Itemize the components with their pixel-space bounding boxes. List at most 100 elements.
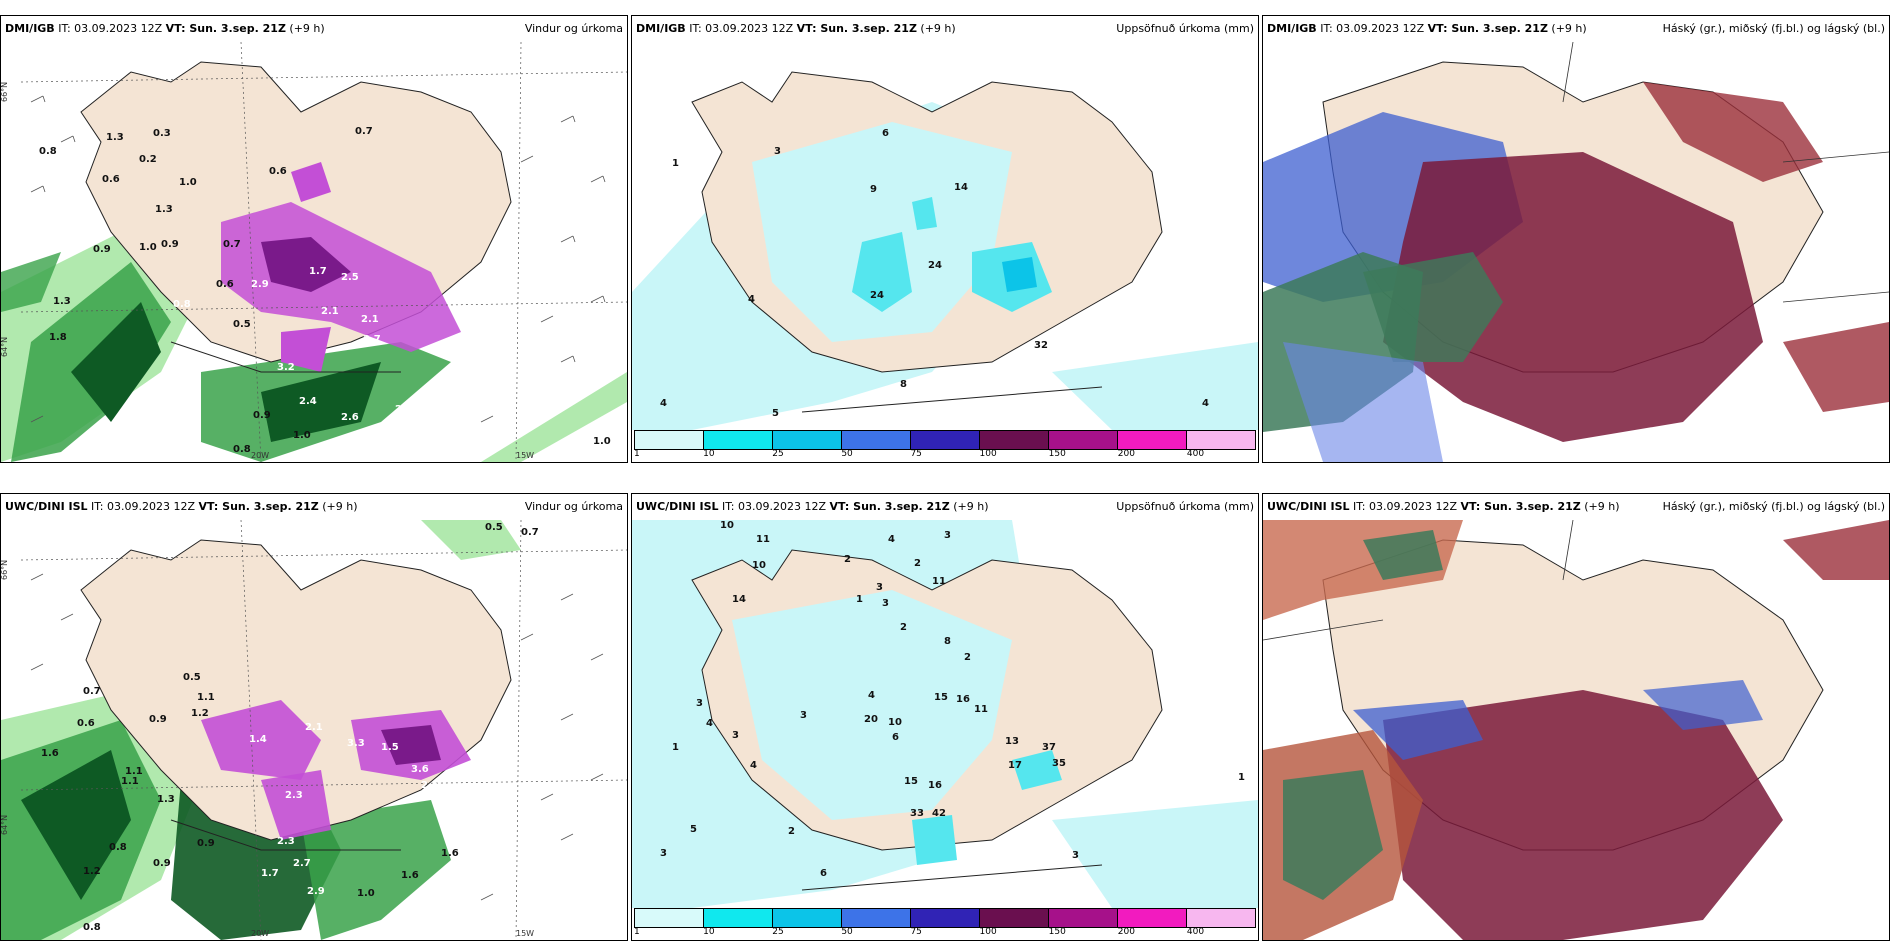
value-label: 2: [964, 652, 971, 663]
value-label: 1: [672, 158, 679, 169]
colorbar-swatch: [980, 909, 1049, 927]
value-label: 0.6: [269, 166, 287, 177]
precip-colorbar: 1 10 25 50 75 100 150 200 400: [632, 428, 1258, 462]
value-label: 1.0: [357, 888, 375, 899]
value-label: 0.5: [183, 672, 201, 683]
value-label: 3: [1072, 850, 1079, 861]
lat-label-66: 66°N: [1, 560, 9, 580]
value-label: 11: [756, 534, 770, 545]
colorbar-label: 25: [772, 449, 784, 459]
value-label: 32: [1034, 340, 1048, 351]
value-label: 5: [690, 824, 697, 835]
value-label: 0.9: [253, 410, 271, 421]
value-label: 1.4: [249, 734, 267, 745]
value-label: 11: [974, 704, 988, 715]
value-label: 0.6: [102, 174, 120, 185]
value-label: 1: [672, 742, 679, 753]
colorbar-swatch: [635, 909, 704, 927]
panel-title: Vindur og úrkoma: [524, 500, 623, 513]
model-source: DMI/IGB: [5, 22, 55, 35]
value-label: 1.1: [197, 692, 215, 703]
panel-precip-dmi: DMI/IGB IT: 03.09.2023 12Z VT: Sun. 3.se…: [631, 15, 1259, 463]
value-label: 2.3: [277, 836, 295, 847]
value-label: 0.8: [173, 299, 191, 310]
precip-map-svg: 10 11 10 14 4 3 2 2 11 3 1 2 3 8 4 2 1 3…: [632, 520, 1258, 908]
value-label: 14: [954, 182, 968, 193]
wind-map-svg: 66°N 64°N 20W 15W 0.8 1.3 0.3 0.2 0.6 1.…: [1, 42, 627, 462]
value-label: 2: [914, 558, 921, 569]
colorbar-label: 50: [841, 449, 853, 459]
colorbar-label: 25: [772, 927, 784, 937]
precip-values: 1 3 6 9 14 4 24 24 8 32 4 5 4: [660, 128, 1209, 419]
value-label: 1.0: [293, 430, 311, 441]
value-label: 4: [660, 398, 667, 409]
value-label: 3.6: [411, 764, 429, 775]
value-label: 2: [900, 622, 907, 633]
value-label: 20: [864, 714, 878, 725]
colorbar-swatch: [1187, 909, 1255, 927]
value-label: 3: [732, 730, 739, 741]
cloud-map: [1263, 520, 1889, 940]
value-label: 4: [750, 760, 757, 771]
valid-time: VT: Sun. 3.sep. 21Z: [796, 22, 917, 35]
value-label: 2.7: [363, 334, 381, 345]
panel-cloud-dmi: DMI/IGB IT: 03.09.2023 12Z VT: Sun. 3.se…: [1262, 15, 1890, 463]
value-label: 1.2: [83, 866, 101, 877]
value-label: 6: [882, 128, 889, 139]
value-label: 1.1: [121, 776, 139, 787]
value-label: 3.3: [347, 738, 365, 749]
cloud-map-svg: [1263, 520, 1889, 940]
value-label: 0.2: [139, 154, 157, 165]
value-label: 16: [928, 780, 942, 791]
panel-cloud-uwc: UWC/DINI ISL IT: 03.09.2023 12Z VT: Sun.…: [1262, 493, 1890, 941]
lon-label-20w: 20W: [251, 929, 269, 938]
lon-label-15w: 15W: [516, 929, 534, 938]
value-label: 2: [844, 554, 851, 565]
value-label: 9: [870, 184, 877, 195]
value-label: 1.6: [401, 870, 419, 881]
value-label: 35: [1052, 758, 1066, 769]
wind-map-svg: 66°N 64°N 20W 15W 0.5 0.7 0.7 0.5 1.1 1.…: [1, 520, 627, 940]
init-time: IT: 03.09.2023 12Z: [1320, 22, 1425, 35]
value-label: 0.7: [223, 239, 241, 250]
value-label: 24: [870, 290, 884, 301]
lead-time: (+9 h): [322, 500, 358, 513]
panel-title: Uppsöfnuð úrkoma (mm): [1116, 500, 1254, 513]
wind-barbs: [30, 573, 604, 901]
lon-label-20w: 20W: [251, 451, 269, 460]
value-label: 6: [892, 732, 899, 743]
value-label: 0.7: [355, 126, 373, 137]
model-source: DMI/IGB: [1267, 22, 1317, 35]
value-label: 1.6: [41, 748, 59, 759]
panel-header: DMI/IGB IT: 03.09.2023 12Z VT: Sun. 3.se…: [632, 16, 1258, 42]
value-label: 0.9: [153, 858, 171, 869]
valid-time: VT: Sun. 3.sep. 21Z: [165, 22, 286, 35]
value-label: 4: [1202, 398, 1209, 409]
value-label: 0.6: [216, 279, 234, 290]
model-source: UWC/DINI ISL: [636, 500, 719, 513]
value-label: 2.3: [285, 790, 303, 801]
value-label: 2.9: [251, 279, 269, 290]
colorbar-swatch: [1118, 909, 1187, 927]
colorbar-labels: 1 10 25 50 75 100 150 200 400: [634, 927, 1256, 939]
init-time: IT: 03.09.2023 12Z: [689, 22, 794, 35]
colorbar-label: 150: [1048, 927, 1066, 937]
value-label: 0.9: [161, 239, 179, 250]
precip-values: 0.5 0.7 0.7 0.5 1.1 1.2 0.6 0.9 2.1 1.4 …: [41, 522, 539, 933]
value-label: 0.8: [39, 146, 57, 157]
value-label: 1.0: [139, 242, 157, 253]
value-label: 1.7: [309, 266, 327, 277]
valid-time: VT: Sun. 3.sep. 21Z: [198, 500, 319, 513]
colorbar-label: 200: [1117, 449, 1135, 459]
colorbar-label: 50: [841, 927, 853, 937]
value-label: 17: [1008, 760, 1022, 771]
colorbar-swatch: [704, 431, 773, 449]
precip-map-svg: 1 3 6 9 14 4 24 24 8 32 4 5 4: [632, 42, 1258, 430]
lead-time: (+9 h): [289, 22, 325, 35]
init-time: IT: 03.09.2023 12Z: [91, 500, 196, 513]
value-label: 0.8: [109, 842, 127, 853]
value-label: 1.3: [155, 204, 173, 215]
value-label: 2.6: [341, 412, 359, 423]
panel-title: Háský (gr.), miðský (fj.bl.) og lágský (…: [1662, 500, 1885, 513]
colorbar-swatch: [911, 431, 980, 449]
